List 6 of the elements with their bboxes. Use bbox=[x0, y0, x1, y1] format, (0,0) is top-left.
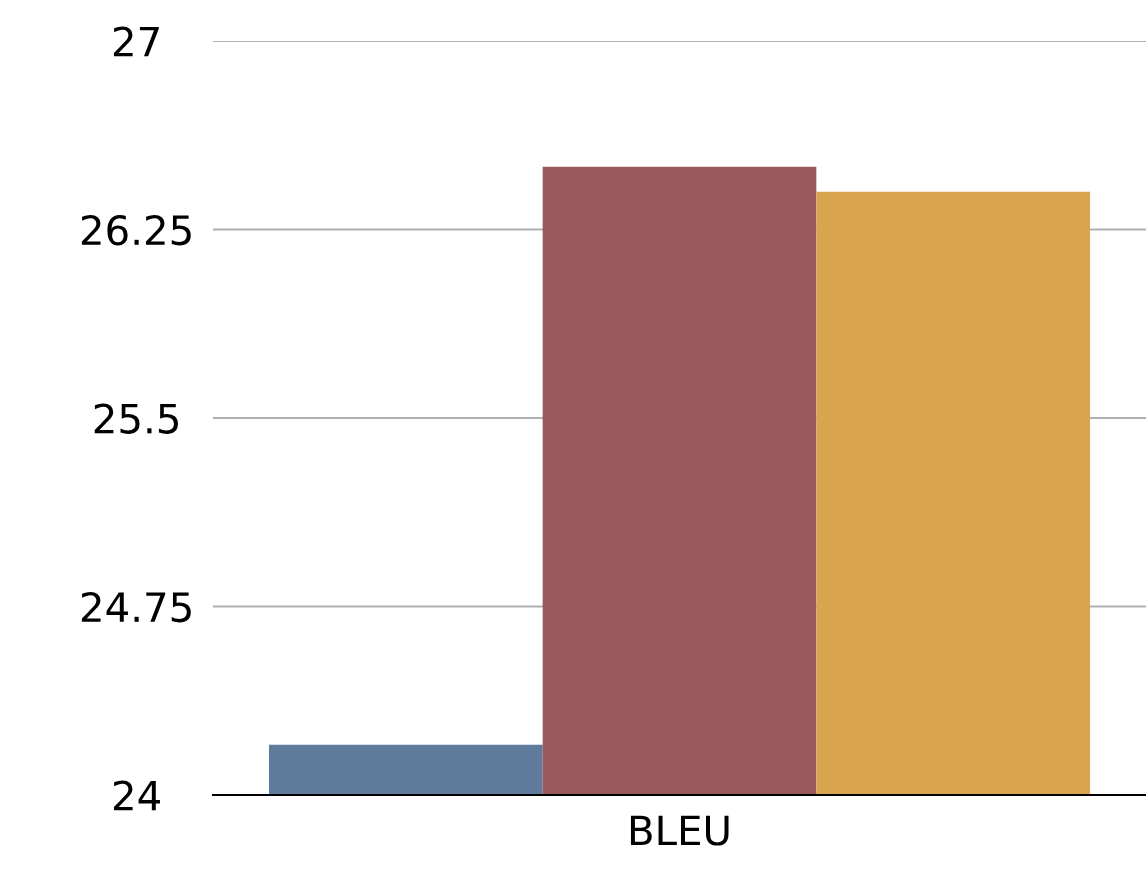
y-tick-label: 24 bbox=[113, 780, 160, 811]
y-tick-label: 26.25 bbox=[81, 214, 191, 246]
y-tick-label: 25.5 bbox=[94, 403, 178, 434]
y-tick-label: 27 bbox=[113, 26, 159, 57]
x-tick-label: BLEU bbox=[630, 815, 729, 846]
y-tick-label: 24.75 bbox=[81, 591, 191, 623]
